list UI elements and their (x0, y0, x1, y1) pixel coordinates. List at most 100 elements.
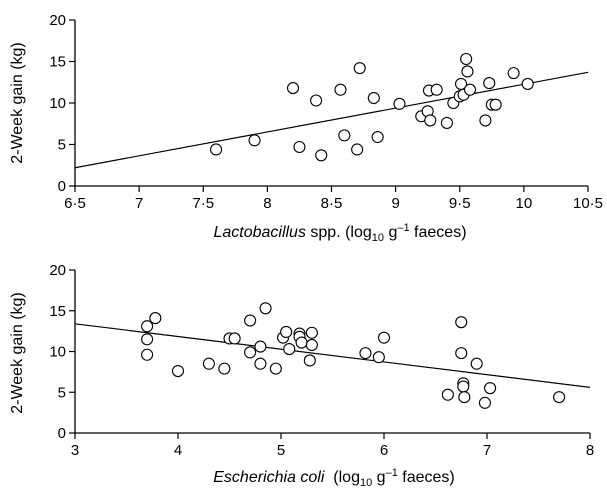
bottom-data-point (372, 351, 385, 364)
top-y-tick-label: 10 (49, 95, 66, 112)
top-y-tick-label: 5 (58, 137, 66, 154)
bottom-data-point (457, 380, 470, 393)
top-data-point (479, 114, 492, 127)
top-data-point (424, 114, 437, 127)
top-regression-line (74, 71, 589, 169)
top-data-point (338, 129, 351, 142)
bottom-x-tick-label: 5 (277, 442, 285, 459)
bottom-y-axis-title: 2-Week gain (kg) (9, 292, 26, 414)
bottom-data-point (269, 362, 282, 375)
bottom-data-point (141, 320, 154, 333)
top-x-tick-label: 7·5 (192, 195, 214, 212)
bottom-data-point (202, 357, 215, 370)
top-x-tick-label: 6·5 (64, 195, 86, 212)
bottom-x-tick-label: 3 (71, 442, 79, 459)
bottom-data-point (141, 348, 154, 361)
top-data-point (310, 94, 323, 107)
bottom-y-tick-label: 15 (49, 303, 66, 320)
top-data-point (521, 77, 534, 90)
top-y-tick-label: 20 (49, 12, 66, 29)
bottom-x-tick-label: 8 (586, 442, 594, 459)
bottom-regression-line (74, 323, 591, 388)
top-x-tick-label: 8 (263, 195, 271, 212)
top-data-point (463, 83, 477, 96)
top-plot-marks: 0 5 10 15 20 6·5 7 7·5 8 8·5 9 9·5 10 10·5 (49, 12, 603, 212)
top-data-point (315, 149, 328, 162)
bottom-data-point (377, 331, 391, 344)
bottom-data-point (218, 362, 231, 375)
bottom-x-axis-title-sup: –1 (386, 467, 398, 479)
top-data-point (489, 98, 502, 111)
bottom-y-tick-label: 10 (49, 344, 66, 361)
bottom-data-point (259, 302, 272, 315)
bottom-x-axis-title-tail: faeces) (398, 469, 455, 486)
top-x-tick-label: 7 (135, 195, 143, 212)
top-x-tick-label: 10·5 (573, 195, 603, 212)
top-data-point (440, 116, 453, 129)
top-data-point (210, 143, 223, 156)
top-x-tick-label: 8·5 (321, 195, 343, 212)
bottom-x-tick-label: 6 (380, 442, 388, 459)
top-data-point (248, 134, 261, 147)
bottom-data-point (254, 357, 267, 370)
top-data-point (430, 83, 443, 96)
top-y-axis-title: 2-Week gain (kg) (9, 42, 26, 164)
top-data-point (393, 97, 406, 110)
bottom-y-tick-label: 5 (58, 384, 66, 401)
bottom-x-axis-title-organism: Escherichia coli (213, 469, 325, 486)
top-data-point (371, 130, 384, 144)
top-data-point (334, 83, 347, 96)
bottom-data-point (228, 332, 241, 345)
top-x-axis-title-mid: spp. (log (306, 224, 372, 241)
bottom-data-point (149, 312, 162, 325)
top-y-tick-label: 15 (49, 54, 66, 71)
bottom-data-point (244, 314, 257, 327)
bottom-x-axis-title-mid: (log (324, 469, 360, 486)
top-data-point (461, 65, 474, 78)
bottom-data-point (305, 338, 318, 352)
bottom-data-point (553, 391, 566, 404)
top-y-tick-label: 0 (58, 178, 66, 195)
bottom-data-point (455, 316, 468, 329)
top-x-axis-title: Lactobacillus spp. (log10 g–1 faeces) (213, 222, 466, 244)
bottom-data-point (280, 325, 293, 338)
top-data-point (460, 52, 473, 66)
bottom-x-axis-title-sub: 10 (360, 477, 372, 489)
bottom-data-point (305, 326, 318, 339)
bottom-data-point (295, 336, 308, 349)
bottom-data-point (359, 347, 372, 360)
bottom-data-point (470, 357, 483, 370)
bottom-data-point (455, 347, 468, 360)
bottom-x-tick-label: 4 (174, 442, 182, 459)
top-data-point (351, 143, 364, 156)
bottom-x-tick-label: 7 (483, 442, 491, 459)
bottom-data-point (458, 391, 471, 404)
bottom-data-point (484, 382, 497, 395)
bottom-y-tick-label: 20 (49, 262, 66, 279)
top-data-point (367, 91, 380, 105)
top-x-axis-title-sub: 10 (372, 232, 384, 244)
bottom-x-axis-title-unit: g (372, 469, 385, 486)
top-data-point (483, 77, 496, 90)
bottom-data-point (254, 340, 267, 353)
top-x-axis-title-sup: –1 (397, 222, 409, 234)
top-data-point (353, 62, 366, 75)
bottom-data-point (244, 346, 257, 359)
top-x-tick-label: 9 (391, 195, 399, 212)
escherichia-coli-panel: 0 5 10 15 20 3 4 5 6 7 8 2-Week gain (kg) Escheric… (9, 262, 594, 489)
top-x-tick-label: 9·5 (449, 195, 471, 212)
top-data-point (286, 82, 300, 95)
bottom-data-point (171, 365, 185, 378)
bottom-data-point (303, 354, 316, 367)
top-x-axis-title-tail: faeces) (410, 224, 467, 241)
top-x-axis-title-organism: Lactobacillus (213, 224, 306, 241)
bottom-y-tick-label: 0 (58, 425, 66, 442)
bottom-data-point (478, 396, 491, 409)
bottom-x-axis-title: Escherichia coli (log10 g–1 faeces) (213, 467, 455, 489)
top-data-point (507, 67, 520, 80)
bottom-data-point (141, 333, 154, 346)
lactobacillus-panel: 0 5 10 15 20 6·5 7 7·5 8 8·5 9 9·5 10 10·5 2-Week gai… (9, 12, 603, 244)
bottom-plot-marks: 0 5 10 15 20 3 4 5 6 7 8 (49, 262, 594, 459)
bottom-data-point (441, 388, 454, 401)
